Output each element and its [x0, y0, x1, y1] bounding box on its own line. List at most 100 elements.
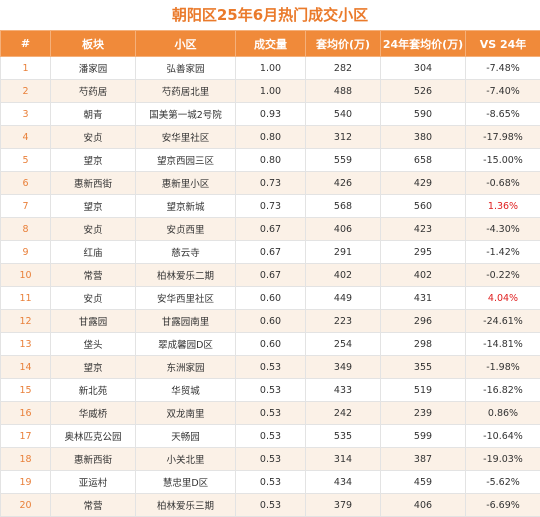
cell-vs-24: -4.30% [466, 218, 540, 241]
cell-block: 垡头 [51, 333, 136, 356]
cell-volume: 0.73 [236, 172, 306, 195]
cell-vs-24: -16.82% [466, 379, 540, 402]
cell-avg-price: 282 [306, 57, 381, 80]
column-header-vs-24: VS 24年 [466, 31, 540, 57]
cell-block: 常营 [51, 494, 136, 517]
cell-avg-price: 426 [306, 172, 381, 195]
cell-volume: 0.53 [236, 425, 306, 448]
cell-avg-price-24: 239 [381, 402, 466, 425]
header-row: # 板块 小区 成交量 套均价(万) 24年套均价(万) VS 24年 [1, 31, 540, 57]
cell-community: 安华西里社区 [136, 287, 236, 310]
cell-avg-price: 242 [306, 402, 381, 425]
cell-community: 慧忠里D区 [136, 471, 236, 494]
cell-vs-24: -0.22% [466, 264, 540, 287]
cell-vs-24: -1.98% [466, 356, 540, 379]
cell-index: 5 [1, 149, 51, 172]
cell-avg-price-24: 380 [381, 126, 466, 149]
cell-community: 安贞西里 [136, 218, 236, 241]
cell-avg-price: 433 [306, 379, 381, 402]
cell-avg-price: 406 [306, 218, 381, 241]
cell-index: 1 [1, 57, 51, 80]
cell-community: 东洲家园 [136, 356, 236, 379]
cell-index: 10 [1, 264, 51, 287]
cell-avg-price: 402 [306, 264, 381, 287]
cell-block: 惠新西街 [51, 448, 136, 471]
column-header-block: 板块 [51, 31, 136, 57]
cell-index: 2 [1, 80, 51, 103]
cell-block: 望京 [51, 356, 136, 379]
cell-community: 国美第一城2号院 [136, 103, 236, 126]
cell-community: 小关北里 [136, 448, 236, 471]
cell-community: 望京新城 [136, 195, 236, 218]
cell-vs-24: -6.69% [466, 494, 540, 517]
table-header: # 板块 小区 成交量 套均价(万) 24年套均价(万) VS 24年 [1, 31, 540, 57]
cell-volume: 0.60 [236, 287, 306, 310]
cell-index: 11 [1, 287, 51, 310]
cell-avg-price: 312 [306, 126, 381, 149]
column-header-avg-price-24: 24年套均价(万) [381, 31, 466, 57]
cell-index: 18 [1, 448, 51, 471]
cell-avg-price: 223 [306, 310, 381, 333]
cell-vs-24: -17.98% [466, 126, 540, 149]
cell-avg-price-24: 560 [381, 195, 466, 218]
cell-avg-price: 559 [306, 149, 381, 172]
cell-vs-24: -8.65% [466, 103, 540, 126]
cell-avg-price-24: 429 [381, 172, 466, 195]
cell-avg-price: 449 [306, 287, 381, 310]
cell-avg-price-24: 431 [381, 287, 466, 310]
cell-avg-price: 568 [306, 195, 381, 218]
cell-avg-price-24: 658 [381, 149, 466, 172]
column-header-community: 小区 [136, 31, 236, 57]
cell-vs-24: -5.62% [466, 471, 540, 494]
cell-block: 新北苑 [51, 379, 136, 402]
cell-index: 14 [1, 356, 51, 379]
cell-volume: 0.93 [236, 103, 306, 126]
cell-volume: 0.53 [236, 402, 306, 425]
cell-block: 安贞 [51, 126, 136, 149]
cell-volume: 1.00 [236, 80, 306, 103]
cell-community: 慈云寺 [136, 241, 236, 264]
cell-avg-price: 535 [306, 425, 381, 448]
cell-community: 望京西园三区 [136, 149, 236, 172]
cell-community: 柏林爱乐二期 [136, 264, 236, 287]
cell-volume: 1.00 [236, 57, 306, 80]
cell-volume: 0.67 [236, 241, 306, 264]
cell-avg-price-24: 355 [381, 356, 466, 379]
cell-vs-24: -7.40% [466, 80, 540, 103]
cell-vs-24: 1.36% [466, 195, 540, 218]
cell-block: 甘露园 [51, 310, 136, 333]
cell-community: 安华里社区 [136, 126, 236, 149]
cell-block: 芍药居 [51, 80, 136, 103]
cell-index: 9 [1, 241, 51, 264]
cell-vs-24: -0.68% [466, 172, 540, 195]
cell-index: 17 [1, 425, 51, 448]
cell-avg-price: 488 [306, 80, 381, 103]
cell-avg-price-24: 590 [381, 103, 466, 126]
cell-vs-24: 4.04% [466, 287, 540, 310]
cell-community: 双龙南里 [136, 402, 236, 425]
cell-avg-price: 434 [306, 471, 381, 494]
cell-volume: 0.67 [236, 218, 306, 241]
cell-vs-24: -14.81% [466, 333, 540, 356]
cell-volume: 0.53 [236, 494, 306, 517]
cell-vs-24: -24.61% [466, 310, 540, 333]
cell-index: 15 [1, 379, 51, 402]
cell-block: 望京 [51, 195, 136, 218]
cell-block: 亚运村 [51, 471, 136, 494]
cell-avg-price-24: 296 [381, 310, 466, 333]
cell-avg-price-24: 519 [381, 379, 466, 402]
